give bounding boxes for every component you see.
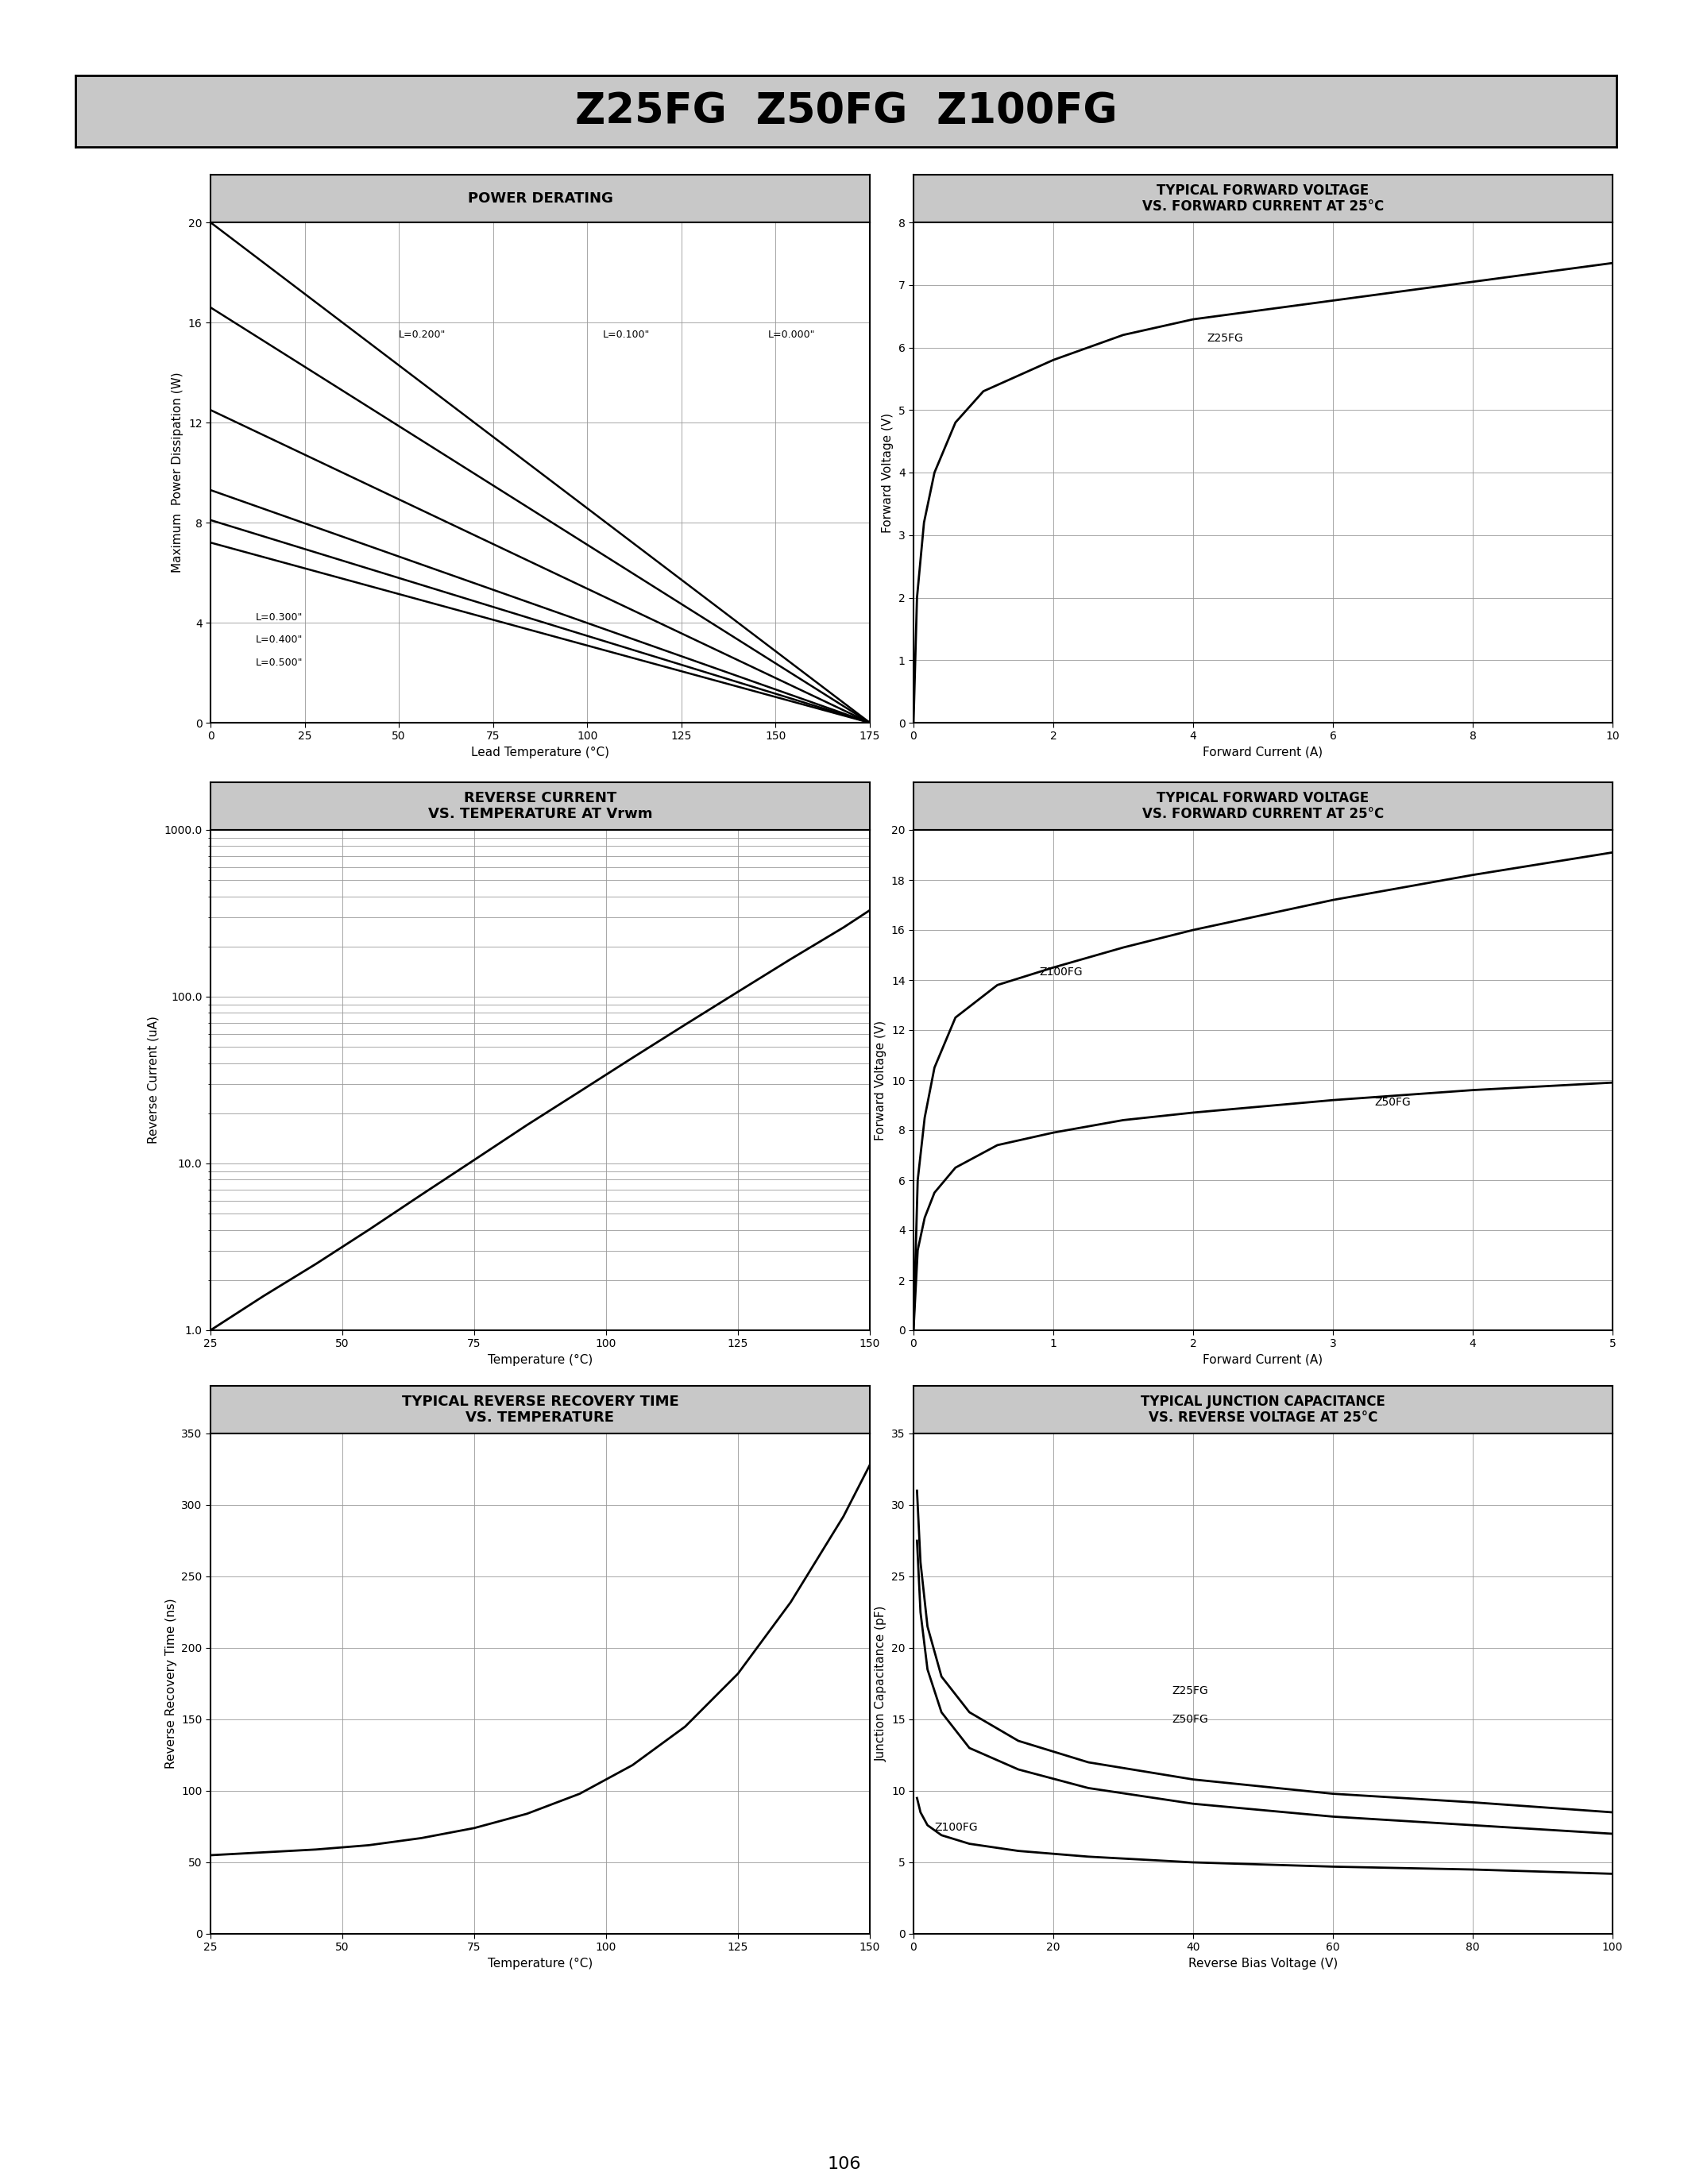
Text: REVERSE CURRENT
VS. TEMPERATURE AT Vrwm: REVERSE CURRENT VS. TEMPERATURE AT Vrwm	[429, 791, 652, 821]
Text: TYPICAL FORWARD VOLTAGE
VS. FORWARD CURRENT AT 25°C: TYPICAL FORWARD VOLTAGE VS. FORWARD CURR…	[1143, 183, 1384, 214]
Text: L=0.100": L=0.100"	[603, 330, 650, 341]
Text: Z25FG: Z25FG	[1171, 1684, 1209, 1697]
Text: L=0.400": L=0.400"	[255, 636, 302, 644]
X-axis label: Forward Current (A): Forward Current (A)	[1204, 1354, 1323, 1365]
Text: Z25FG: Z25FG	[1207, 332, 1244, 343]
X-axis label: Temperature (°C): Temperature (°C)	[488, 1354, 592, 1365]
Text: 106: 106	[827, 2156, 861, 2173]
X-axis label: Forward Current (A): Forward Current (A)	[1204, 747, 1323, 758]
Text: TYPICAL REVERSE RECOVERY TIME
VS. TEMPERATURE: TYPICAL REVERSE RECOVERY TIME VS. TEMPER…	[402, 1393, 679, 1426]
Y-axis label: Maximum  Power Dissipation (W): Maximum Power Dissipation (W)	[172, 371, 184, 572]
Text: L=0.300": L=0.300"	[255, 612, 302, 622]
Text: L=0.000": L=0.000"	[768, 330, 815, 341]
Y-axis label: Reverse Current (uA): Reverse Current (uA)	[147, 1016, 159, 1144]
Text: TYPICAL FORWARD VOLTAGE
VS. FORWARD CURRENT AT 25°C: TYPICAL FORWARD VOLTAGE VS. FORWARD CURR…	[1143, 791, 1384, 821]
Y-axis label: Forward Voltage (V): Forward Voltage (V)	[874, 1020, 886, 1140]
Text: L=0.500": L=0.500"	[255, 657, 302, 668]
Y-axis label: Forward Voltage (V): Forward Voltage (V)	[881, 413, 893, 533]
Y-axis label: Reverse Recovery Time (ns): Reverse Recovery Time (ns)	[165, 1599, 177, 1769]
Text: L=0.200": L=0.200"	[398, 330, 446, 341]
X-axis label: Temperature (°C): Temperature (°C)	[488, 1957, 592, 1970]
Text: TYPICAL JUNCTION CAPACITANCE
VS. REVERSE VOLTAGE AT 25°C: TYPICAL JUNCTION CAPACITANCE VS. REVERSE…	[1141, 1393, 1386, 1426]
X-axis label: Lead Temperature (°C): Lead Temperature (°C)	[471, 747, 609, 758]
Text: POWER DERATING: POWER DERATING	[468, 192, 613, 205]
Text: Z100FG: Z100FG	[1040, 965, 1082, 978]
X-axis label: Reverse Bias Voltage (V): Reverse Bias Voltage (V)	[1188, 1957, 1339, 1970]
Y-axis label: Junction Capacitance (pF): Junction Capacitance (pF)	[874, 1605, 886, 1762]
Text: Z100FG: Z100FG	[935, 1821, 977, 1832]
Text: Z50FG: Z50FG	[1374, 1096, 1411, 1107]
Text: Z25FG  Z50FG  Z100FG: Z25FG Z50FG Z100FG	[576, 90, 1117, 131]
Text: Z50FG: Z50FG	[1171, 1714, 1209, 1725]
